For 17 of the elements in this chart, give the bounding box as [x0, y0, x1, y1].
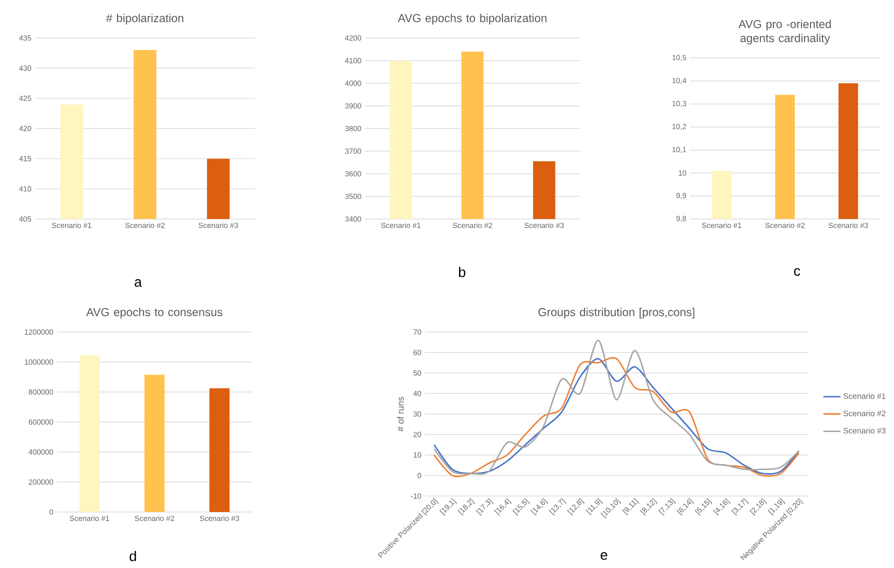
- legend-label: Scenario #3: [844, 428, 886, 434]
- chart-title: Groups distribution [pros,cons]: [538, 308, 694, 318]
- y-axis-title: # of runs: [397, 396, 404, 432]
- bar: [79, 355, 100, 512]
- text: e: [600, 552, 608, 560]
- legend-label: Scenario #1: [844, 393, 886, 399]
- chart-title: AVG pro -oriented agents cardinality: [738, 20, 831, 44]
- text: c: [794, 268, 800, 276]
- chart-title: AVG epochs to bipolarization: [398, 14, 546, 24]
- chart-title: AVG epochs to consensus: [86, 308, 222, 318]
- legend-label: Scenario #2: [844, 410, 886, 416]
- text: b: [459, 266, 466, 278]
- text: d: [130, 550, 136, 562]
- text: a: [134, 279, 142, 287]
- chart-title: # bipolarization: [106, 14, 184, 24]
- bar: [209, 388, 230, 512]
- bar: [144, 374, 165, 512]
